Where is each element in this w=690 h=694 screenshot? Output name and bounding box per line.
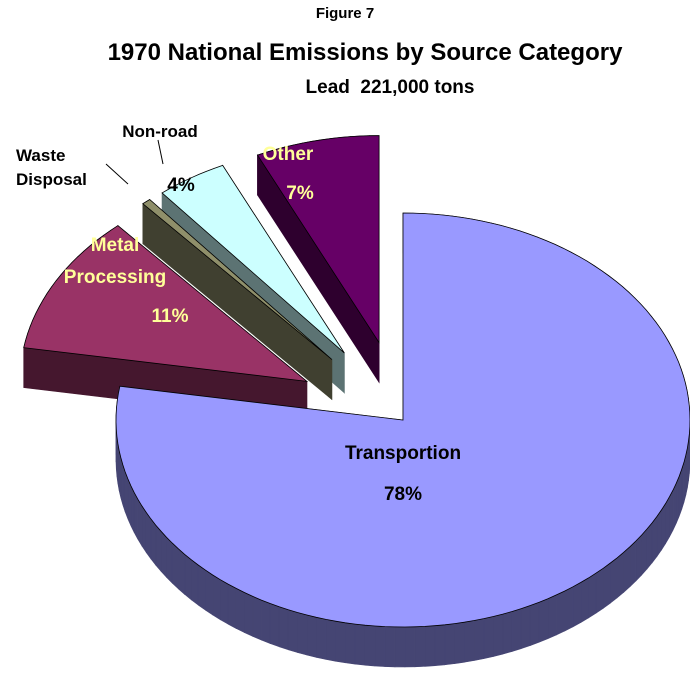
slice-side xyxy=(511,608,522,652)
leader-line xyxy=(157,139,164,165)
slice-side xyxy=(580,577,589,623)
value-label: 11% xyxy=(151,306,189,327)
slice-side xyxy=(464,620,475,663)
slice-side xyxy=(547,594,557,640)
slice-side xyxy=(184,553,192,601)
slice-side xyxy=(278,606,289,651)
slice-side xyxy=(493,613,504,657)
slice-side xyxy=(665,495,670,545)
slice-side xyxy=(538,598,549,643)
slice-side xyxy=(651,515,658,564)
chart-subtitle: Lead 221,000 tons xyxy=(305,77,475,98)
slice-side xyxy=(166,536,173,584)
category-label: Transportion xyxy=(344,443,462,464)
slice-side xyxy=(404,626,416,668)
slice-side xyxy=(656,508,662,558)
leader-line xyxy=(105,163,129,185)
slice-side xyxy=(444,623,455,666)
slice-side xyxy=(672,483,677,531)
slice-side xyxy=(635,534,642,582)
figure-label: Figure 7 xyxy=(315,5,375,22)
chart-title: 1970 National Emissions by Source Catego… xyxy=(107,39,623,66)
slice-side xyxy=(384,626,396,668)
slice-side xyxy=(316,616,327,660)
category-label: Non-road xyxy=(122,122,198,141)
slice-side xyxy=(572,581,582,628)
slice xyxy=(161,164,345,354)
slice-side xyxy=(676,476,680,524)
value-label: 7% xyxy=(286,183,314,204)
slice-side xyxy=(306,614,317,658)
slice-side xyxy=(160,530,167,579)
slice-side xyxy=(124,471,129,520)
slice xyxy=(142,199,333,360)
slice-side xyxy=(244,592,254,637)
slice-side xyxy=(556,590,566,636)
slice-side xyxy=(325,619,336,662)
slice-side xyxy=(646,521,653,570)
slice-side xyxy=(287,609,298,653)
slice-side xyxy=(297,612,308,656)
slice-side xyxy=(414,626,426,668)
slice-side xyxy=(191,559,199,606)
slice-side xyxy=(150,517,157,566)
slice-side xyxy=(529,601,540,646)
slice-side xyxy=(205,569,214,616)
slice-side xyxy=(133,492,139,540)
slice-side xyxy=(155,524,162,573)
slice-side xyxy=(623,545,631,593)
slice-side xyxy=(178,548,186,596)
slice-side xyxy=(354,623,366,666)
slice-side xyxy=(197,564,206,611)
slice-side xyxy=(335,620,346,664)
slice-side xyxy=(483,616,494,660)
slice-side xyxy=(434,624,446,667)
category-label: Waste Disposal xyxy=(16,146,87,189)
slice-side xyxy=(661,502,666,551)
slice-side xyxy=(374,625,386,667)
slice-side xyxy=(520,605,531,650)
slice-side xyxy=(220,579,229,625)
slice-side xyxy=(364,624,376,667)
slice-side xyxy=(171,542,179,590)
slice-side xyxy=(595,567,604,614)
slice-side xyxy=(394,626,406,668)
slice-side xyxy=(137,498,143,547)
slice-side xyxy=(603,562,611,609)
slice-side xyxy=(502,611,513,655)
slice-side xyxy=(141,504,147,554)
slice-side xyxy=(610,557,618,604)
slice-side xyxy=(261,599,271,644)
slice-side xyxy=(588,572,597,619)
slice-side xyxy=(345,622,356,665)
slice-side xyxy=(616,551,625,599)
slice-side xyxy=(454,621,465,664)
slice-side xyxy=(130,485,135,533)
slice xyxy=(23,225,309,382)
slice-side xyxy=(127,478,132,526)
value-label: 78% xyxy=(383,484,423,505)
slice xyxy=(256,135,380,344)
category-label: Other xyxy=(262,144,314,165)
category-label: Metal Processing xyxy=(63,235,167,288)
value-label: 4% xyxy=(167,175,195,196)
slice xyxy=(115,212,690,628)
slice-side xyxy=(227,583,237,629)
slice-side xyxy=(641,528,648,576)
slice-side xyxy=(629,540,637,588)
slice-side xyxy=(145,511,152,560)
slice-side xyxy=(424,625,436,667)
slice-side xyxy=(669,489,674,537)
slice-side xyxy=(473,618,485,661)
slice-side xyxy=(564,586,574,632)
slice-side xyxy=(269,603,280,648)
slice-side xyxy=(212,574,221,621)
slice-side xyxy=(252,595,262,641)
slice-side xyxy=(235,587,245,634)
